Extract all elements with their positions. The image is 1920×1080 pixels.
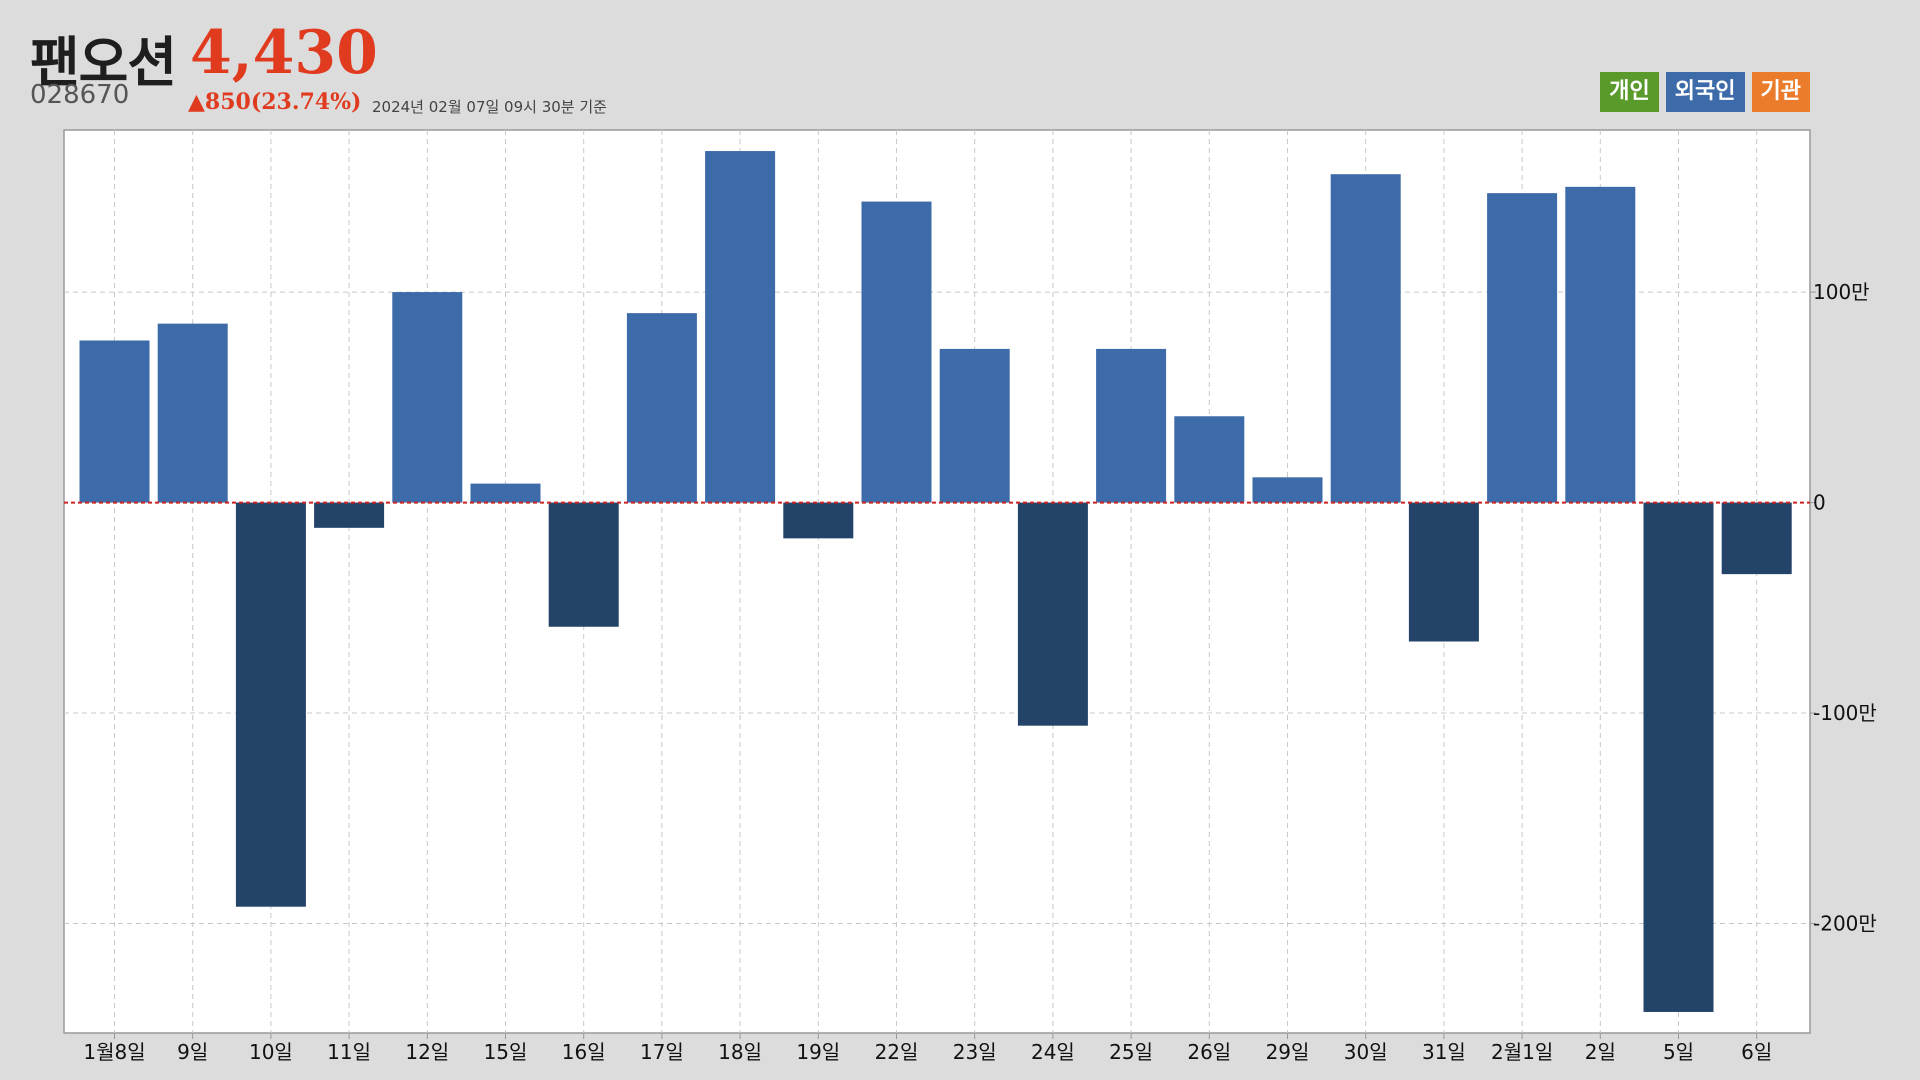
bar-negative xyxy=(1017,502,1088,726)
chart-legend: 개인 외국인 기관 xyxy=(1600,72,1810,112)
bar-positive xyxy=(392,292,463,503)
x-tick-label: 29일 xyxy=(1266,1040,1310,1064)
bar-positive xyxy=(1174,416,1245,503)
x-axis-labels: 1월8일 9일 10일 11일 12일 15일 16일 17일 18일 19일 22일 23일 24일 2… xyxy=(83,1033,1772,1064)
y-axis-labels: 100만 0 -100만 -200만 xyxy=(1810,280,1877,936)
bar-negative xyxy=(1408,502,1479,642)
y-tick-label: 0 xyxy=(1813,491,1826,515)
x-tick-label: 25일 xyxy=(1109,1040,1153,1064)
bar-positive xyxy=(705,151,776,503)
x-tick-label: 1월8일 xyxy=(83,1040,145,1064)
bar-positive xyxy=(1252,477,1323,503)
x-tick-label: 18일 xyxy=(718,1040,762,1064)
x-tick-label: 31일 xyxy=(1422,1040,1466,1064)
x-tick-label: 26일 xyxy=(1187,1040,1231,1064)
bar-positive xyxy=(157,323,228,503)
horizontal-gridlines xyxy=(64,291,1810,925)
x-tick-label: 10일 xyxy=(249,1040,293,1064)
x-tick-label: 19일 xyxy=(796,1040,840,1064)
y-tick-label: -200만 xyxy=(1813,912,1877,936)
x-tick-label: 2월1일 xyxy=(1491,1040,1553,1064)
stock-price: 4,430 xyxy=(190,18,378,88)
bar-positive xyxy=(1330,174,1401,503)
x-tick-label: 9일 xyxy=(177,1040,208,1064)
x-tick-label: 22일 xyxy=(875,1040,919,1064)
bar-positive xyxy=(79,340,150,503)
x-tick-label: 16일 xyxy=(562,1040,606,1064)
y-tick-label: -100만 xyxy=(1813,701,1877,725)
x-tick-label: 24일 xyxy=(1031,1040,1075,1064)
x-tick-label: 6일 xyxy=(1741,1040,1772,1064)
x-tick-label: 11일 xyxy=(327,1040,371,1064)
y-tick-label: 100만 xyxy=(1813,280,1870,304)
bar-positive xyxy=(861,201,932,503)
price-change: ▲850(23.74%) xyxy=(188,89,362,115)
bar-positive xyxy=(1565,186,1636,503)
bar-negative xyxy=(548,502,619,627)
bar-negative xyxy=(235,502,306,907)
bar-negative xyxy=(1721,502,1792,575)
bar-positive xyxy=(626,313,697,503)
bar-positive xyxy=(939,348,1010,503)
legend-institution[interactable]: 기관 xyxy=(1751,72,1810,112)
bar-negative xyxy=(783,502,854,539)
x-tick-label: 15일 xyxy=(484,1040,528,1064)
x-tick-label: 17일 xyxy=(640,1040,684,1064)
legend-foreign[interactable]: 외국인 xyxy=(1665,72,1745,112)
bar-positive xyxy=(470,483,541,503)
x-tick-label: 23일 xyxy=(953,1040,997,1064)
x-tick-label: 2일 xyxy=(1585,1040,1616,1064)
bar-positive xyxy=(1487,193,1558,503)
stock-code: 028670 xyxy=(30,80,130,110)
bar-negative xyxy=(1643,502,1714,1012)
stock-name: 팬오션 xyxy=(30,31,177,94)
bars-group xyxy=(79,151,1792,1012)
x-tick-label: 30일 xyxy=(1344,1040,1388,1064)
as-of-timestamp: 2024년 02월 07일 09시 30분 기준 xyxy=(372,98,607,116)
x-tick-label: 5일 xyxy=(1663,1040,1694,1064)
bar-positive xyxy=(1096,348,1167,503)
legend-personal[interactable]: 개인 xyxy=(1600,72,1659,112)
bar-negative xyxy=(314,502,385,528)
x-tick-label: 12일 xyxy=(405,1040,449,1064)
